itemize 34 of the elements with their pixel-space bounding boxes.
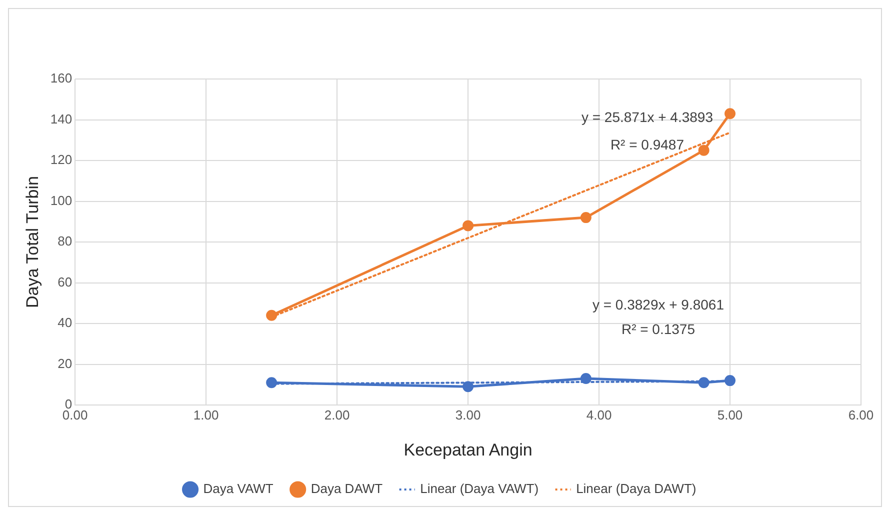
- annotation: R² = 0.9487: [610, 136, 684, 153]
- x-tick-label: 5.00: [717, 407, 743, 422]
- annotation: y = 0.3829x + 9.8061: [592, 296, 724, 312]
- y-tick-label: 120: [50, 152, 72, 168]
- legend-label: Daya DAWT: [310, 481, 383, 496]
- y-tick-label: 80: [58, 234, 72, 249]
- x-tick-label: 4.00: [586, 407, 612, 422]
- legend-label: Daya VAWT: [203, 481, 274, 496]
- point: [698, 144, 710, 156]
- y-tick-label: 40: [58, 315, 72, 330]
- point: [266, 310, 278, 321]
- y-tick-label: 60: [58, 274, 72, 290]
- y-axis-title: Daya Total Turbin: [22, 176, 42, 308]
- y-tick-label: 100: [50, 192, 72, 208]
- annotation: R² = 0.1375: [621, 320, 696, 337]
- legend-label: Linear (Daya VAWT): [420, 481, 539, 496]
- annotation: y = 25.871x + 4.3893: [581, 108, 714, 125]
- point: [724, 108, 736, 120]
- y-tick-label: 160: [50, 70, 72, 86]
- y-tick-label: 20: [58, 356, 72, 371]
- point: [580, 373, 592, 384]
- x-tick-label: 2.00: [324, 407, 350, 422]
- point: [462, 220, 474, 232]
- y-tick-label: 140: [50, 111, 72, 126]
- point: [266, 377, 278, 388]
- point: [698, 377, 710, 388]
- point: [462, 381, 474, 392]
- x-tick-label: 3.00: [455, 407, 481, 422]
- point: [724, 375, 736, 386]
- x-tick-label: 6.00: [848, 407, 874, 422]
- x-axis-title: Kecepatan Angin: [404, 440, 532, 460]
- x-tick-label: 1.00: [193, 407, 219, 422]
- point: [580, 212, 592, 224]
- legend-label: Linear (Daya DAWT): [576, 481, 696, 496]
